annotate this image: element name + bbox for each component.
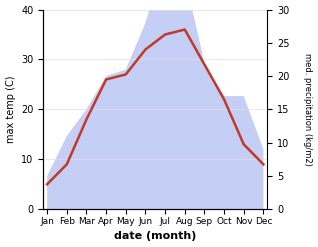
X-axis label: date (month): date (month) (114, 231, 197, 242)
Y-axis label: med. precipitation (kg/m2): med. precipitation (kg/m2) (303, 53, 313, 166)
Y-axis label: max temp (C): max temp (C) (5, 76, 16, 143)
